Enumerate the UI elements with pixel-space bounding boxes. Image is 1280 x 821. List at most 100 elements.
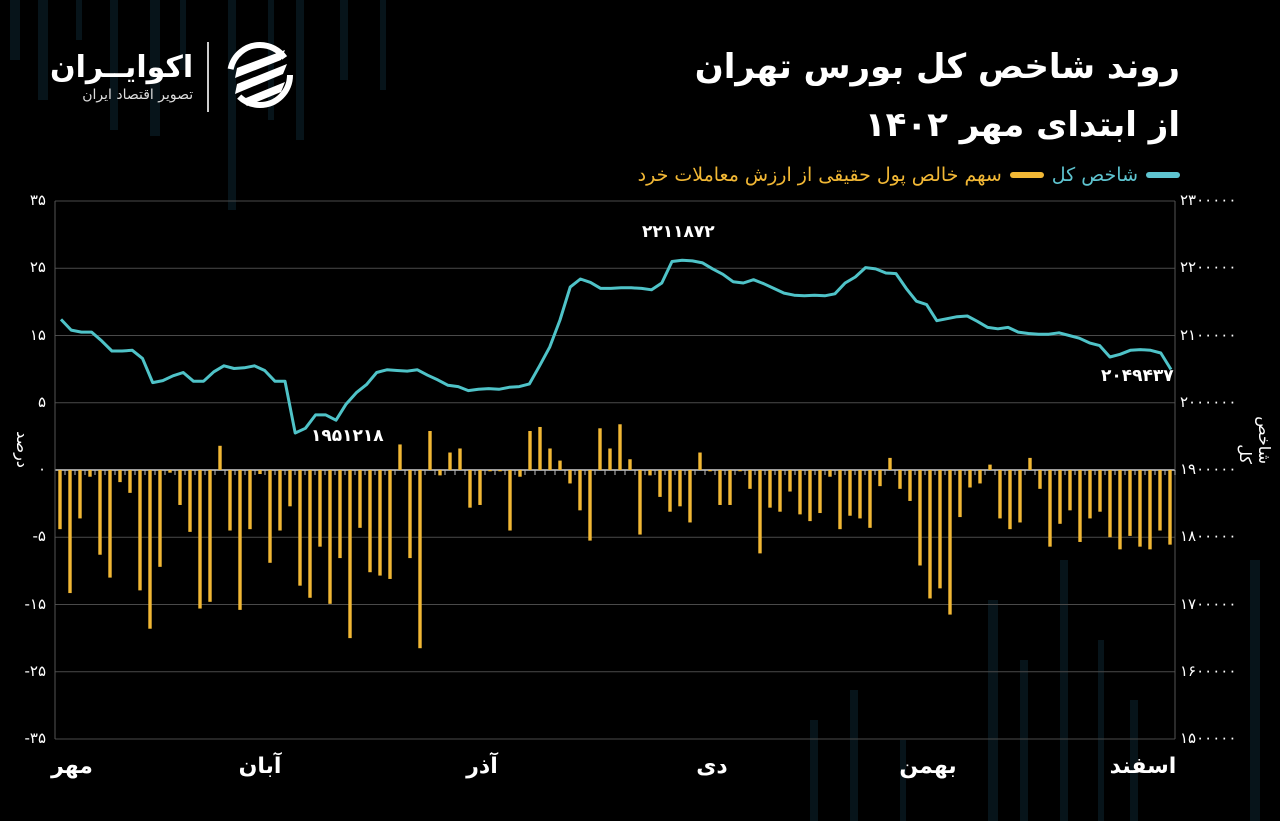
retail-bar	[358, 470, 362, 528]
retail-bar	[968, 470, 972, 488]
legend-retail-label: سهم خالص پول حقیقی از ارزش معاملات خرد	[637, 164, 1002, 186]
retail-bar	[818, 470, 822, 514]
retail-bar	[568, 470, 572, 484]
retail-bar	[428, 430, 432, 470]
retail-bar	[788, 470, 792, 492]
left-tick-label: ۰	[37, 460, 46, 478]
retail-bar	[758, 470, 762, 554]
right-tick-label: ۱۸۰۰۰۰۰	[1180, 527, 1237, 546]
retail-bar	[698, 452, 702, 470]
retail-bar	[918, 470, 922, 566]
retail-bar	[588, 470, 592, 541]
left-tick-label: ۲۵	[29, 258, 46, 277]
retail-bar	[638, 470, 642, 535]
retail-bar	[278, 470, 282, 531]
retail-bar	[308, 470, 312, 598]
retail-bar	[508, 470, 512, 531]
title-line-2: از ابتدای مهر ۱۴۰۲	[864, 105, 1180, 145]
retail-bar	[1078, 470, 1082, 542]
retail-bar	[648, 470, 652, 476]
retail-bar	[148, 470, 152, 629]
legend: شاخص کل سهم خالص پول حقیقی از ارزش معامل…	[638, 164, 1180, 186]
retail-bar	[478, 470, 482, 505]
retail-bar	[628, 459, 632, 470]
retail-bar	[528, 430, 532, 470]
retail-bar	[658, 470, 662, 497]
retail-bar	[108, 470, 112, 578]
x-month-label: اسفند	[1109, 754, 1177, 779]
left-tick-label: ۳۵	[29, 191, 46, 209]
retail-bar	[188, 470, 192, 532]
retail-bar	[738, 470, 742, 472]
logo-text: اکوایــران تصویر اقتصاد ایران	[50, 50, 193, 104]
retail-bar	[418, 470, 422, 649]
retail-bar	[158, 470, 162, 567]
index-line	[59, 258, 1173, 435]
retail-bar	[978, 470, 982, 484]
ecoiran-logo-icon	[223, 38, 297, 116]
retail-bar	[388, 470, 392, 579]
retail-bar	[748, 470, 752, 489]
retail-bar	[888, 457, 892, 470]
retail-bar	[858, 470, 862, 519]
retail-bar	[498, 470, 502, 472]
retail-bar	[168, 470, 172, 473]
retail-bar	[408, 470, 412, 559]
retail-bar	[778, 470, 782, 512]
retail-bar	[98, 470, 102, 555]
retail-bar	[198, 470, 202, 609]
retail-bar	[578, 470, 582, 511]
retail-bar	[218, 445, 222, 470]
annotation-last: ۲۰۴۹۴۳۷	[1101, 366, 1174, 386]
retail-bar	[1138, 470, 1142, 547]
retail-bar	[78, 470, 82, 519]
retail-bar	[238, 470, 242, 610]
right-tick-label: ۲۰۰۰۰۰۰	[1180, 392, 1237, 411]
retail-bar	[828, 470, 832, 477]
retail-bar	[118, 470, 122, 483]
retail-bar	[128, 470, 132, 493]
logo-divider	[207, 42, 210, 112]
retail-bar	[768, 470, 772, 508]
legend-index-swatch	[1146, 172, 1180, 178]
right-tick-label: ۱۵۰۰۰۰۰	[1180, 729, 1237, 747]
retail-bar	[618, 424, 622, 470]
title-line-1: روند شاخص کل بورس تهران	[694, 47, 1180, 87]
retail-bar	[878, 470, 882, 487]
retail-bar	[458, 448, 462, 470]
retail-bar	[448, 452, 452, 470]
logo: اکوایــران تصویر اقتصاد ایران	[50, 38, 297, 116]
retail-bar	[1038, 470, 1042, 489]
retail-bar	[1068, 470, 1072, 511]
x-month-label: آبان	[238, 754, 282, 779]
retail-bar	[938, 470, 942, 589]
retail-bar	[268, 470, 272, 563]
left-axis-title: درصد	[12, 431, 32, 468]
legend-retail-swatch	[1009, 172, 1044, 178]
retail-bar	[1148, 470, 1152, 550]
retail-bar	[258, 470, 262, 475]
legend-index-label: شاخص کل	[1051, 164, 1138, 186]
retail-bar	[338, 470, 342, 559]
right-tick-label: ۲۱۰۰۰۰۰	[1180, 325, 1237, 344]
retail-bar	[1018, 470, 1022, 523]
retail-bar	[1058, 470, 1062, 524]
retail-bar	[958, 470, 962, 518]
retail-bar	[488, 470, 492, 472]
retail-bar	[948, 470, 952, 615]
x-month-label: دی	[696, 754, 728, 779]
retail-bar	[718, 470, 722, 505]
retail-bar	[678, 470, 682, 507]
left-tick-label: -۵	[32, 527, 46, 546]
logo-tagline: تصویر اقتصاد ایران	[82, 87, 194, 103]
retail-bar	[998, 470, 1002, 519]
right-tick-label: ۱۶۰۰۰۰۰	[1180, 661, 1237, 680]
retail-bar	[288, 470, 292, 507]
retail-bar	[318, 470, 322, 547]
annotation-max: ۲۲۱۱۸۷۲	[642, 222, 715, 242]
retail-bar	[88, 470, 92, 477]
retail-bar	[518, 470, 522, 477]
right-tick-label: ۲۲۰۰۰۰۰	[1180, 258, 1237, 277]
retail-bar	[668, 470, 672, 512]
